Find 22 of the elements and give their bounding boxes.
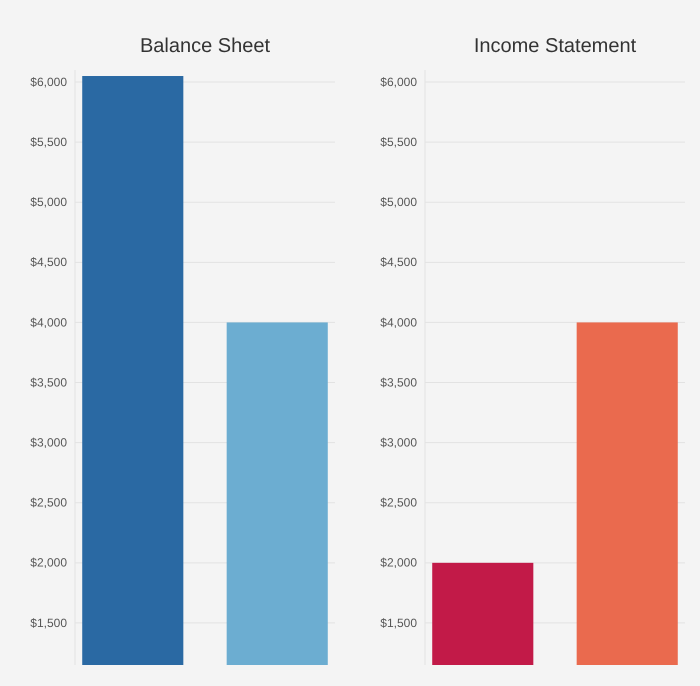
chart-title: Balance Sheet <box>140 35 270 57</box>
y-tick-label: $4,000 <box>30 315 68 330</box>
y-tick-label: $6,000 <box>30 74 68 89</box>
y-tick-label: $4,000 <box>380 315 418 330</box>
y-tick-label: $6,000 <box>380 74 418 89</box>
y-tick-label: $1,500 <box>30 616 68 630</box>
y-tick-label: $5,500 <box>380 134 418 149</box>
y-tick-label: $2,500 <box>30 496 68 510</box>
y-tick-label: $2,000 <box>30 556 68 570</box>
y-tick-label: $2,500 <box>380 496 418 510</box>
y-tick-label: $4,500 <box>30 255 68 270</box>
y-tick-label: $5,000 <box>30 195 68 210</box>
y-tick-label: $1,500 <box>380 616 418 630</box>
y-tick-label: $3,000 <box>30 435 68 450</box>
y-tick-label: $4,500 <box>380 255 418 270</box>
y-tick-label: $3,500 <box>30 375 68 390</box>
chart-title: Income Statement <box>474 35 637 57</box>
y-tick-label: $3,000 <box>380 435 418 450</box>
y-tick-label: $3,500 <box>380 375 418 390</box>
y-tick-label: $5,000 <box>380 195 418 210</box>
y-tick-label: $5,500 <box>30 134 68 149</box>
y-tick-label: $2,000 <box>380 556 418 570</box>
